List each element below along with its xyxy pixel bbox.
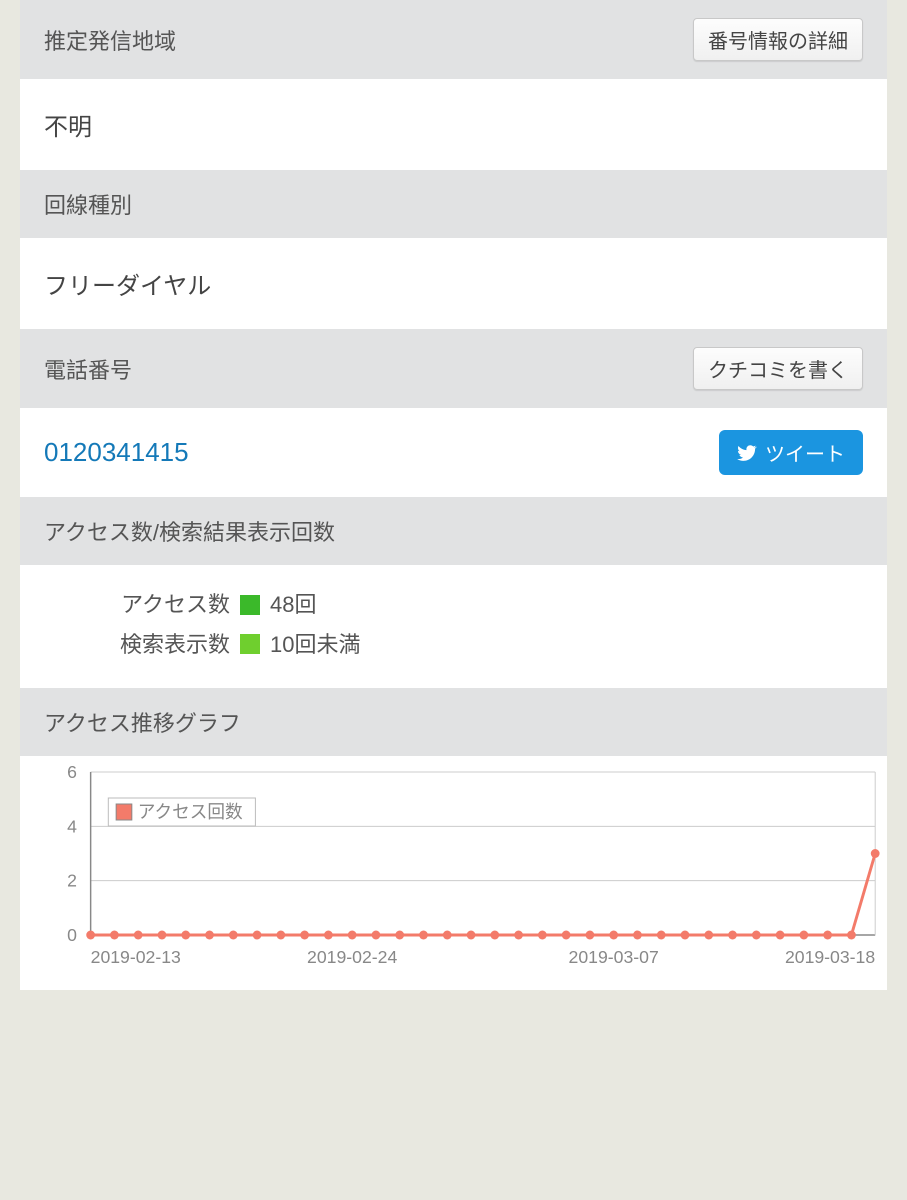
section-header-chart: アクセス推移グラフ (20, 688, 887, 756)
number-detail-button[interactable]: 番号情報の詳細 (693, 18, 863, 61)
phone-row: 0120341415 ツイート (20, 408, 887, 497)
phone-header-label: 電話番号 (44, 353, 132, 385)
access-chart: 0 2 4 6 2019-02-13 2019-02-24 2019-03-07 2019-0… (22, 760, 885, 990)
section-header-access-stats: アクセス数/検索結果表示回数 (20, 497, 887, 565)
search-swatch-icon (240, 634, 260, 654)
svg-text:6: 6 (67, 762, 77, 782)
svg-text:2019-03-18: 2019-03-18 (785, 947, 875, 967)
stat-row-access: アクセス数 48回 (80, 585, 827, 625)
search-count-value: 10回未満 (270, 625, 360, 665)
chart-header-label: アクセス推移グラフ (44, 706, 241, 738)
svg-text:アクセス回数: アクセス回数 (138, 802, 243, 822)
region-header-label: 推定発信地域 (44, 24, 176, 56)
access-swatch-icon (240, 595, 260, 615)
access-stats-body: アクセス数 48回 検索表示数 10回未満 (20, 565, 887, 688)
svg-text:2019-03-07: 2019-03-07 (569, 947, 659, 967)
write-review-button[interactable]: クチコミを書く (693, 347, 863, 390)
svg-text:2019-02-24: 2019-02-24 (307, 947, 397, 967)
access-stats-header-label: アクセス数/検索結果表示回数 (44, 515, 335, 547)
section-header-line-type: 回線種別 (20, 170, 887, 238)
region-value: 不明 (20, 79, 887, 170)
tweet-button[interactable]: ツイート (719, 430, 863, 475)
search-count-label: 検索表示数 (80, 625, 230, 665)
section-header-phone: 電話番号 クチコミを書く (20, 329, 887, 408)
line-type-value: フリーダイヤル (20, 238, 887, 329)
line-type-header-label: 回線種別 (44, 188, 132, 220)
chart-container: 0 2 4 6 2019-02-13 2019-02-24 2019-03-07 2019-0… (20, 756, 887, 990)
tweet-label: ツイート (765, 438, 845, 467)
section-header-region: 推定発信地域 番号情報の詳細 (20, 0, 887, 79)
phone-number-link[interactable]: 0120341415 (44, 437, 189, 468)
svg-text:2019-02-13: 2019-02-13 (91, 947, 181, 967)
svg-text:4: 4 (67, 816, 77, 836)
stat-row-search: 検索表示数 10回未満 (80, 625, 827, 665)
access-count-value: 48回 (270, 585, 316, 625)
svg-text:0: 0 (67, 925, 77, 945)
svg-text:2: 2 (67, 871, 77, 891)
twitter-icon (737, 443, 757, 463)
access-count-label: アクセス数 (80, 585, 230, 625)
